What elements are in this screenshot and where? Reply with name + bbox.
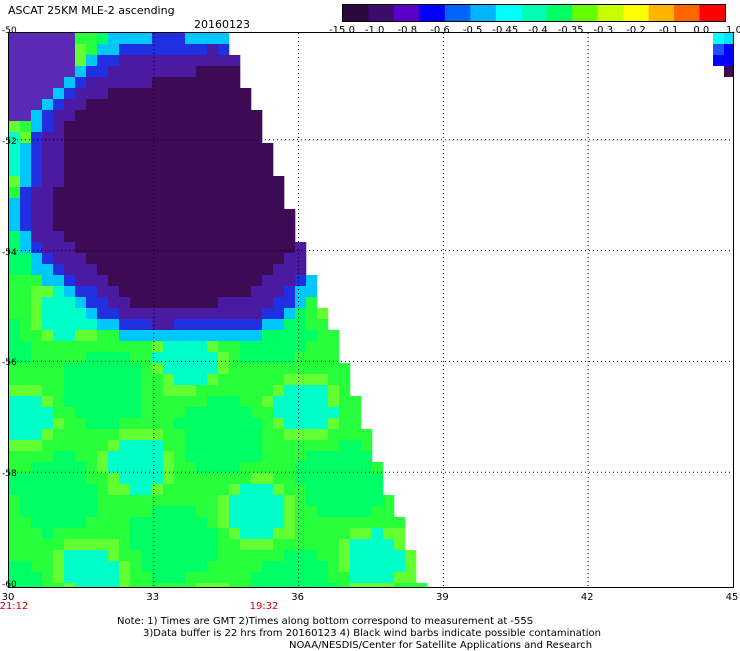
longitude-label: 39 — [436, 592, 449, 603]
note-line-3: NOAA/NESDIS/Center for Satellite Applica… — [289, 640, 593, 651]
longitude-label: 45 — [725, 592, 739, 603]
colorbar-segment — [521, 5, 548, 21]
latitude-label: -56 — [2, 358, 17, 369]
colorbar-tick-label: -1.0 — [364, 25, 385, 36]
longitude-label: 33 — [146, 592, 160, 603]
colorbar-tick-label: -0.4 — [528, 25, 548, 36]
colorbar-tick-label: 1.0 — [726, 25, 740, 36]
colorbar-segment — [597, 5, 624, 21]
colorbar-segment — [648, 5, 675, 21]
colorbar-segment — [368, 5, 395, 21]
colorbar-segment — [419, 5, 446, 21]
colorbar-tick-label: -0.45 — [492, 25, 519, 36]
map-title: ASCAT 25KM MLE-2 ascending — [8, 4, 175, 17]
colorbar-segment — [699, 5, 725, 21]
colorbar-tick-label: -0.6 — [430, 25, 450, 36]
latitude-label: -60 — [2, 580, 17, 590]
latitude-label: -52 — [2, 136, 17, 147]
colorbar-tick-label: -0.35 — [557, 25, 584, 36]
latitude-label: -54 — [2, 247, 17, 258]
map-date: 20160123 — [194, 18, 250, 31]
colorbar-tick-label: -0.8 — [397, 25, 418, 36]
colorbar-segment — [572, 5, 599, 21]
note-line-1: Note: 1) Times are GMT 2)Times along bot… — [117, 616, 534, 627]
time-label-1: 21:12 — [0, 601, 29, 612]
colorbar-segment — [343, 5, 369, 21]
colorbar-segment — [495, 5, 522, 21]
colorbar — [342, 4, 726, 22]
colorbar-tick-label: -0.5 — [462, 25, 483, 36]
colorbar-tick-label: -0.2 — [626, 25, 646, 36]
colorbar-labels: -15.0 -1.0 -0.8 -0.6 -0.5 -0.45 -0.4 -0.35 -0.3 -… — [329, 25, 740, 37]
colorbar-tick-label: 0.0 — [693, 25, 710, 36]
latitude-label: -58 — [2, 469, 17, 480]
map-plot — [8, 32, 734, 588]
colorbar-segment — [393, 5, 420, 21]
longitude-label: 30 — [1, 592, 15, 603]
colorbar-segment — [623, 5, 650, 21]
note-line-2: 3)Data buffer is 22 hrs from 20160123 4)… — [143, 628, 601, 639]
longitude-label: 36 — [291, 592, 304, 603]
colorbar-segment — [444, 5, 471, 21]
colorbar-tick-label: -15.0 — [329, 25, 355, 36]
colorbar-tick-label: -0.3 — [593, 25, 614, 36]
colorbar-segment — [470, 5, 497, 21]
latitude-label: -50 — [2, 26, 17, 36]
swath-field — [9, 33, 733, 587]
time-label-2: 19:32 — [249, 601, 279, 612]
colorbar-segment — [546, 5, 573, 21]
colorbar-segment — [674, 5, 701, 21]
colorbar-tick-label: -0.1 — [658, 25, 679, 36]
longitude-label: 42 — [580, 592, 594, 603]
